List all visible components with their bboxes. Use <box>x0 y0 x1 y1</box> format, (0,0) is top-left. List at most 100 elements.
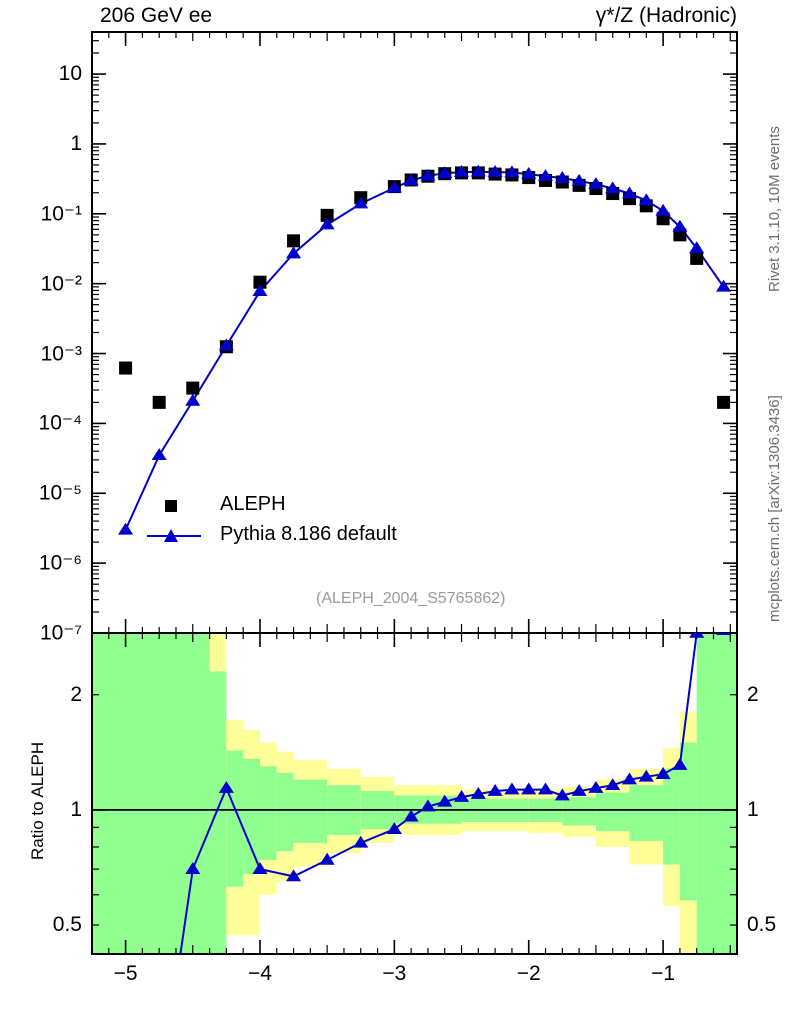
legend-triangle-icon <box>164 529 178 542</box>
ratio-point-triangle <box>672 757 688 770</box>
band-inner <box>92 633 210 954</box>
mc-data-points-main <box>118 164 732 535</box>
ratio-point-triangle <box>286 869 302 882</box>
data-point-triangle <box>252 284 268 297</box>
data-point-triangle <box>655 203 671 216</box>
ratio-point-triangle <box>689 633 705 638</box>
ratio-point-triangle <box>554 788 570 801</box>
data-point-square <box>253 275 267 289</box>
ratio-point-triangle <box>420 799 436 812</box>
ratio-point-triangle <box>386 822 402 835</box>
band-inner <box>562 797 596 826</box>
main-y-tick-label: 10⁻⁴ <box>38 411 82 435</box>
data-point-triangle <box>286 246 302 259</box>
data-point-triangle <box>319 217 335 230</box>
data-point-square <box>186 381 200 395</box>
data-point-square <box>287 234 301 248</box>
data-point-triangle <box>588 177 604 190</box>
data-point-triangle <box>571 173 587 186</box>
ratio-point-triangle <box>716 633 732 635</box>
ratio-y-tick-label-right: 2 <box>747 682 759 706</box>
data-point-triangle <box>403 173 419 186</box>
x-tick-label: −1 <box>651 962 676 985</box>
data-point-triangle <box>420 168 436 181</box>
ratio-point-triangle <box>588 781 604 793</box>
data-point-square <box>152 395 166 409</box>
ratio-point-triangle <box>403 809 419 822</box>
band-inner <box>276 772 294 852</box>
data-point-square <box>320 208 334 222</box>
ratio-x-ticks <box>91 633 731 954</box>
data-point-triangle <box>554 170 570 183</box>
ratio-point-triangle <box>638 769 654 782</box>
header-right-label: γ*/Z (Hadronic) <box>595 4 737 27</box>
header-left-label: 206 GeV ee <box>100 4 213 27</box>
band-inner <box>293 779 328 843</box>
main-y-tick-label: 10⁻⁵ <box>38 481 82 505</box>
x-tick-label: −4 <box>247 962 272 985</box>
main-y-tick-label: 10 <box>58 62 82 86</box>
data-point-triangle <box>537 169 554 182</box>
main-y-tick-label: 10⁻⁷ <box>39 621 82 645</box>
ratio-point-triangle <box>437 794 453 807</box>
legend-square-icon <box>165 500 177 512</box>
ratio-point-triangle <box>504 782 520 795</box>
ratio-y-tick-label-right: 1 <box>747 797 759 821</box>
band-inner <box>259 766 277 860</box>
mc-data-points-ratio <box>185 633 732 882</box>
main-y-ticks <box>92 31 737 634</box>
ratio-point-triangle <box>319 852 335 865</box>
main-y-tick-label: 10⁻² <box>40 272 82 296</box>
data-point-triangle <box>621 186 638 199</box>
data-point-triangle <box>437 166 453 179</box>
legend-label: Pythia 8.186 default <box>220 523 397 545</box>
ratio-point-triangle <box>621 772 638 785</box>
ratio-point-triangle <box>605 778 621 791</box>
main-y-tick-label: 10⁻³ <box>40 342 82 366</box>
data-point-triangle <box>185 393 201 406</box>
data-point-triangle <box>521 167 537 179</box>
band-inner <box>679 742 697 901</box>
data-point-triangle <box>689 241 705 254</box>
data-point-square <box>690 251 704 265</box>
ratio-y-tick-label-right: 0.5 <box>747 913 777 937</box>
mc-curve-main <box>124 170 725 531</box>
band-inner <box>226 750 244 887</box>
data-point-triangle <box>151 448 167 461</box>
band-inner <box>663 768 680 865</box>
legend-label: ALEPH <box>220 493 286 515</box>
data-point-triangle <box>470 164 486 177</box>
ratio-plot-frame <box>91 632 738 955</box>
ratio-point-triangle <box>521 782 537 795</box>
ratio-y-tick-label-left: 0.5 <box>52 913 82 937</box>
band-inner <box>209 671 227 954</box>
ratio-point-triangle <box>470 786 486 799</box>
legend-marker <box>165 500 177 512</box>
ratio-y-tick-label-left: 2 <box>70 682 82 706</box>
ratio-point-triangle <box>487 783 503 796</box>
data-point-triangle <box>716 279 732 292</box>
ratio-point-triangle <box>571 783 587 796</box>
x-tick-label: −2 <box>516 962 541 985</box>
mc-curve-ratio <box>179 633 707 954</box>
x-tick-label: −5 <box>113 962 138 985</box>
data-point-triangle <box>218 338 234 351</box>
ratio-point-triangle <box>453 790 470 802</box>
ratio-point-triangle <box>655 767 671 779</box>
main-y-tick-label: 1 <box>70 131 82 155</box>
ratio-y-tick-label-left: 1 <box>70 797 82 821</box>
main-y-tick-label: 10⁻¹ <box>40 202 82 226</box>
analysis-id-watermark: (ALEPH_2004_S5765862) <box>316 590 506 607</box>
data-point-triangle <box>386 180 402 193</box>
data-point-triangle <box>504 165 520 178</box>
ratio-uncertainty-bands <box>92 633 737 954</box>
ratio-point-triangle <box>218 781 234 793</box>
data-point-triangle <box>453 165 470 177</box>
band-inner <box>629 785 664 841</box>
x-tick-label: −3 <box>382 962 407 985</box>
data-point-triangle <box>672 219 688 232</box>
ratio-point-triangle <box>252 862 268 874</box>
legend-marker <box>147 529 201 542</box>
